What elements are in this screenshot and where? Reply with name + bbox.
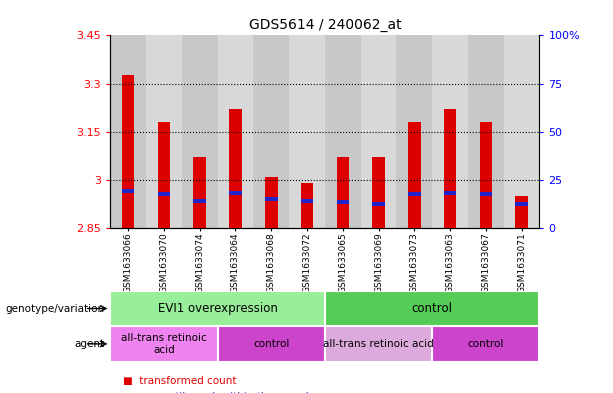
Bar [229,191,242,195]
Bar [444,191,456,195]
Bar [194,198,206,203]
Bar [122,75,134,228]
Bar [479,192,492,196]
Bar [110,291,325,326]
Bar [516,196,528,228]
Bar [218,326,325,362]
Bar [397,35,432,228]
Text: all-trans retinoic acid: all-trans retinoic acid [323,339,434,349]
Bar [265,197,278,201]
Bar [301,183,313,228]
Bar [301,198,313,203]
Text: EVI1 overexpression: EVI1 overexpression [158,302,278,315]
Bar [372,202,385,206]
Bar [110,35,146,228]
Bar [229,109,242,228]
Text: ■  transformed count: ■ transformed count [123,376,236,386]
Bar [194,157,206,228]
Bar [289,35,325,228]
Bar [146,35,182,228]
Text: control: control [412,302,452,315]
Bar [504,35,539,228]
Bar [337,200,349,204]
Bar [158,122,170,228]
Text: all-trans retinoic
acid: all-trans retinoic acid [121,333,207,354]
Bar [337,157,349,228]
Bar [182,35,218,228]
Bar [253,35,289,228]
Title: GDS5614 / 240062_at: GDS5614 / 240062_at [249,18,401,31]
Bar [468,35,504,228]
Bar [372,157,385,228]
Bar [218,35,253,228]
Bar [158,192,170,196]
Bar [325,35,360,228]
Text: ■  percentile rank within the sample: ■ percentile rank within the sample [123,392,314,393]
Bar [122,189,134,193]
Bar [325,326,432,362]
Text: agent: agent [74,339,104,349]
Bar [360,35,397,228]
Bar [408,192,421,196]
Text: control: control [253,339,289,349]
Bar [325,291,539,326]
Text: control: control [468,339,504,349]
Bar [432,326,539,362]
Text: genotype/variation: genotype/variation [5,303,104,314]
Bar [432,35,468,228]
Bar [516,202,528,206]
Bar [444,109,456,228]
Bar [479,122,492,228]
Bar [408,122,421,228]
Bar [110,326,218,362]
Bar [265,176,278,228]
